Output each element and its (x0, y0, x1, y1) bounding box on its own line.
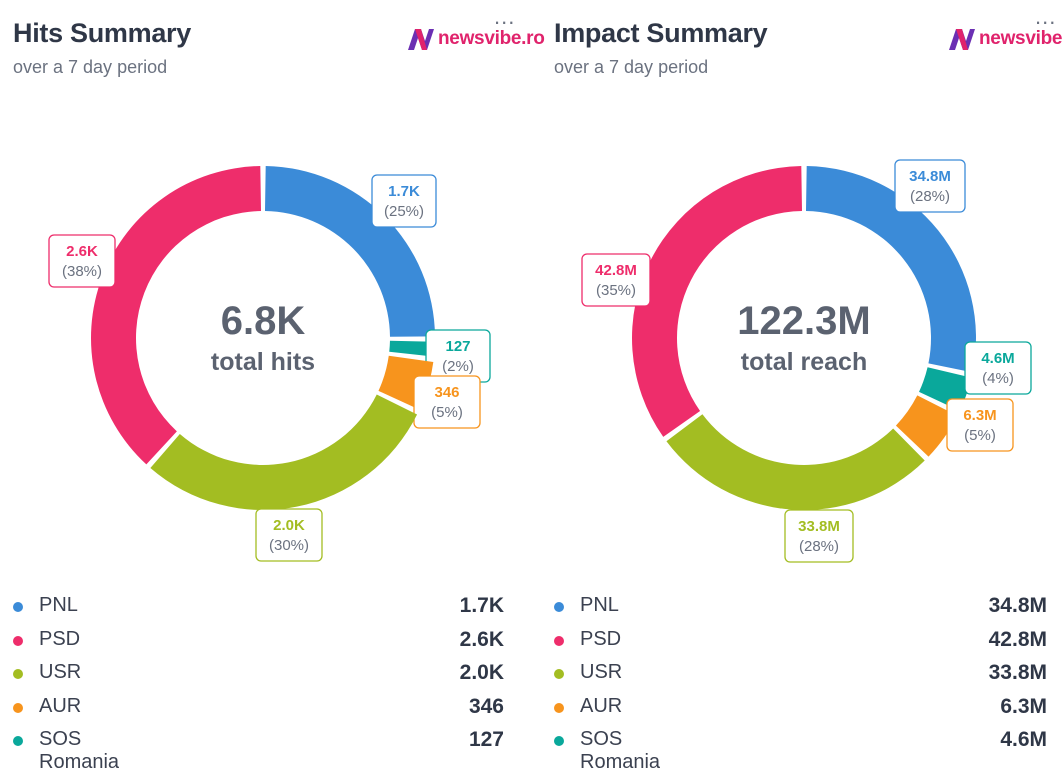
legend-label: PSD (39, 627, 81, 650)
legend-value: 2.0K (459, 661, 504, 685)
center-total-label: total reach (741, 348, 867, 376)
hits-summary-panel: Hits Summary over a 7 day period newsvib… (13, 4, 545, 774)
legend-label: PNL (580, 594, 619, 616)
legend-value: 346 (468, 694, 504, 718)
slice-value-label: 33.8M (798, 518, 840, 535)
legend-value: 1.7K (459, 594, 504, 617)
legend-dot-icon (554, 635, 564, 646)
slice-value-label: 2.6K (66, 243, 98, 260)
slice-percent-label: (5%) (964, 427, 996, 444)
donut-slice-aur[interactable] (895, 395, 958, 457)
legend-dot-icon (554, 702, 564, 713)
impact-donut-chart: 34.8M (28%) 4.6M (4%) 6.3M (5%) 33.8M (28%) 42.8… (581, 159, 1032, 563)
legend-value: 33.8M (988, 661, 1047, 685)
center-total-label: total hits (211, 348, 315, 376)
donut-slice-psd[interactable] (90, 166, 262, 465)
slice-percent-label: (2%) (442, 358, 474, 375)
panel-title: Hits Summary (13, 18, 191, 48)
legend-label: PNL (39, 594, 78, 616)
panel-subtitle: over a 7 day period (13, 57, 168, 77)
center-total-value: 6.8K (221, 299, 306, 343)
legend-label: SOS Romania (580, 728, 661, 774)
slice-label-sos-romania: 4.6M (4%) (964, 341, 1032, 395)
slice-value-label: 2.0K (273, 517, 305, 534)
legend-value: 4.6M (1000, 728, 1047, 752)
legend-value: 127 (468, 728, 504, 752)
impact-summary-panel: Impact Summary over a 7 day period newsv… (541, 0, 1062, 774)
legend-value: 2.6K (459, 627, 504, 651)
slice-value-label: 1.7K (388, 183, 420, 200)
legend-dot-icon (13, 669, 23, 680)
panel-title: Impact Summary (554, 18, 768, 48)
slice-label-aur: 346 (5%) (413, 375, 481, 429)
legend-label: AUR (39, 694, 82, 717)
donut-slice-sos-romania[interactable] (389, 340, 435, 357)
slice-value-label: 34.8M (909, 168, 951, 185)
legend-label: AUR (580, 694, 623, 717)
panel-subtitle: over a 7 day period (554, 57, 709, 77)
slice-percent-label: (28%) (799, 538, 839, 555)
slice-value-label: 127 (445, 338, 470, 355)
donut-slice-usr[interactable] (666, 414, 925, 510)
legend-dot-icon (13, 635, 23, 646)
slice-value-label: 346 (434, 384, 459, 401)
legend-dot-icon (13, 702, 23, 713)
slice-percent-label: (5%) (431, 404, 463, 421)
slice-label-usr: 33.8M (28%) (784, 509, 854, 563)
legend-label: PSD (580, 627, 622, 650)
slice-label-psd: 42.8M (35%) (581, 253, 651, 307)
donut-slice-usr[interactable] (150, 394, 418, 510)
logo-text: newsvibe.ro (438, 28, 545, 49)
slice-value-label: 6.3M (963, 407, 996, 424)
slice-value-label: 4.6M (981, 350, 1014, 367)
logo-text: newsvibe.ro (979, 28, 1062, 49)
slice-label-pnl: 34.8M (28%) (894, 159, 966, 213)
more-options-icon[interactable]: ... (1035, 4, 1057, 29)
slice-percent-label: (38%) (62, 263, 102, 280)
legend-dot-icon (554, 602, 564, 612)
legend-dot-icon (13, 602, 23, 612)
legend-value: 42.8M (988, 627, 1047, 651)
legend-value: 6.3M (1000, 694, 1047, 718)
slice-label-aur: 6.3M (5%) (946, 398, 1014, 452)
newsvibe-logo: newsvibe.ro (406, 26, 545, 52)
center-total-value: 122.3M (737, 299, 870, 343)
legend-dot-icon (13, 736, 23, 747)
slice-label-pnl: 1.7K (25%) (371, 174, 437, 228)
legend-dot-icon (554, 736, 564, 747)
legend-value: 34.8M (988, 594, 1047, 617)
newsvibe-n-icon (408, 29, 434, 50)
donut-slice-pnl[interactable] (264, 166, 435, 337)
slice-percent-label: (28%) (910, 188, 950, 205)
more-options-icon[interactable]: ... (494, 4, 516, 29)
slice-percent-label: (25%) (384, 203, 424, 220)
newsvibe-n-icon (949, 29, 975, 50)
legend-label: SOS Romania (39, 728, 120, 774)
legend-label: USR (39, 661, 82, 684)
slice-label-sos-romania: 127 (2%) (425, 329, 491, 383)
donut-slice-pnl[interactable] (805, 166, 976, 373)
slice-value-label: 42.8M (595, 262, 637, 279)
slice-percent-label: (30%) (269, 537, 309, 554)
slice-label-psd: 2.6K (38%) (48, 234, 116, 288)
slice-percent-label: (4%) (982, 370, 1014, 387)
newsvibe-logo: newsvibe.ro (947, 26, 1062, 52)
legend-label: USR (580, 661, 623, 684)
legend-dot-icon (554, 669, 564, 680)
slice-label-usr: 2.0K (30%) (255, 508, 323, 562)
hits-donut-chart: 1.7K (25%) 127 (2%) 346 (5%) 2.0K (30%) 2.6K (38%… (48, 166, 491, 562)
slice-percent-label: (35%) (596, 282, 636, 299)
donut-slice-psd[interactable] (632, 166, 803, 437)
